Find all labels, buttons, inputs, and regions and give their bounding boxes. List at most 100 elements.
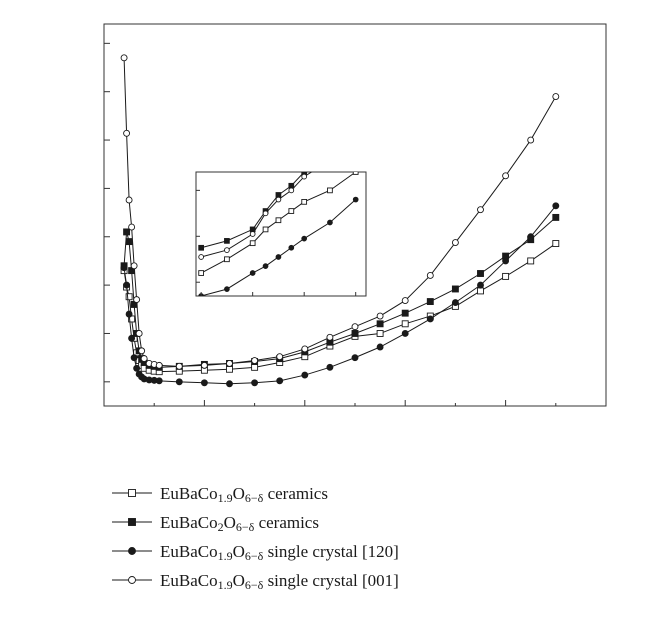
inset-data-point xyxy=(249,231,256,237)
inset-data-point xyxy=(275,196,282,203)
data-point xyxy=(128,334,136,342)
data-point xyxy=(251,357,259,364)
data-point xyxy=(477,270,484,277)
legend-label: EuBaCo1.9O6−δ ceramics xyxy=(160,484,328,505)
legend-label-subscript: 1.9 xyxy=(218,491,233,505)
data-point xyxy=(552,240,560,247)
data-point xyxy=(477,206,484,214)
legend-label-subscript: 6−δ xyxy=(245,578,264,592)
data-point xyxy=(301,371,309,379)
data-point xyxy=(552,202,560,210)
inset-data-point xyxy=(288,182,295,189)
data-point xyxy=(502,172,510,180)
legend-label-part: EuBaCo xyxy=(160,484,218,503)
data-point xyxy=(226,380,233,388)
inset-data-point xyxy=(328,158,333,163)
data-point xyxy=(351,354,359,362)
legend-label-part: O xyxy=(233,542,245,561)
inset-data-point xyxy=(353,137,358,142)
inset-data-point xyxy=(262,263,269,269)
data-point xyxy=(128,223,136,231)
inset-data-point xyxy=(275,217,282,224)
inset-data-point xyxy=(224,286,230,292)
data-point xyxy=(326,333,334,341)
data-point xyxy=(140,355,148,363)
legend-label-part: single crystal [120] xyxy=(263,542,399,561)
data-point xyxy=(477,287,484,295)
data-point xyxy=(301,345,309,353)
data-point xyxy=(133,296,141,304)
legend-label-subscript: 6−δ xyxy=(236,520,255,534)
data-point xyxy=(401,320,409,328)
data-point xyxy=(200,379,208,387)
data-point xyxy=(477,281,484,289)
main-plot xyxy=(103,23,607,407)
data-point xyxy=(251,379,259,387)
inset-series-group xyxy=(198,137,359,296)
data-point xyxy=(226,365,233,373)
inset-data-point xyxy=(249,240,256,247)
data-point xyxy=(123,129,131,137)
data-point xyxy=(155,377,163,385)
data-point xyxy=(527,136,535,144)
data-point xyxy=(125,196,133,204)
data-point xyxy=(552,213,560,221)
legend-label: EuBaCo1.9O6−δ single crystal [120] xyxy=(160,542,399,563)
data-point xyxy=(401,309,409,317)
data-point xyxy=(502,257,510,265)
data-point xyxy=(130,262,138,270)
data-point xyxy=(175,362,183,370)
legend-label-subscript: 1.9 xyxy=(218,549,233,563)
legend-label-part: ceramics xyxy=(263,484,328,503)
inset-data-point xyxy=(353,142,358,147)
data-point xyxy=(133,364,141,372)
data-point xyxy=(125,310,133,318)
inset-data-point xyxy=(275,254,282,260)
data-point xyxy=(552,93,560,100)
inset-data-point xyxy=(288,208,295,214)
legend-label-part: EuBaCo xyxy=(160,571,218,590)
data-point xyxy=(502,272,510,280)
data-point xyxy=(251,363,259,371)
data-point xyxy=(527,257,535,265)
inset-plot xyxy=(195,137,367,297)
data-point xyxy=(401,330,409,337)
inset-data-point xyxy=(327,219,333,226)
legend-marker xyxy=(128,547,136,555)
inset-data-point xyxy=(301,173,308,180)
data-point xyxy=(120,54,128,62)
legend-marker xyxy=(128,489,136,497)
legend-label-part: ceramics xyxy=(254,513,319,532)
data-point xyxy=(376,320,384,328)
data-point xyxy=(125,238,133,246)
legend-label-subscript: 6−δ xyxy=(245,549,264,563)
data-point xyxy=(175,378,183,386)
series-line xyxy=(123,205,557,385)
legend-marker xyxy=(128,518,136,526)
inset-data-point xyxy=(198,254,205,260)
data-point xyxy=(135,330,143,337)
inset-data-point xyxy=(262,226,269,233)
inset-data-point xyxy=(352,172,359,175)
inset-data-point xyxy=(275,192,282,198)
data-point xyxy=(351,323,359,331)
data-point xyxy=(376,312,384,320)
inset-data-point xyxy=(328,154,333,159)
legend-label-part: single crystal [001] xyxy=(263,571,399,590)
data-point xyxy=(125,293,133,301)
legend-label: EuBaCo2O6−δ ceramics xyxy=(160,513,319,534)
data-point xyxy=(451,239,459,247)
data-point xyxy=(326,363,334,371)
data-point xyxy=(200,361,208,369)
inset-data-point xyxy=(249,270,256,276)
data-point xyxy=(426,298,434,306)
data-point xyxy=(426,271,434,279)
series-line xyxy=(123,57,557,367)
inset-data-point xyxy=(262,210,269,217)
inset-data-point xyxy=(301,172,308,175)
inset-data-point xyxy=(224,256,230,263)
data-point xyxy=(226,359,233,367)
data-point xyxy=(276,353,284,361)
inset-data-point xyxy=(352,196,359,203)
